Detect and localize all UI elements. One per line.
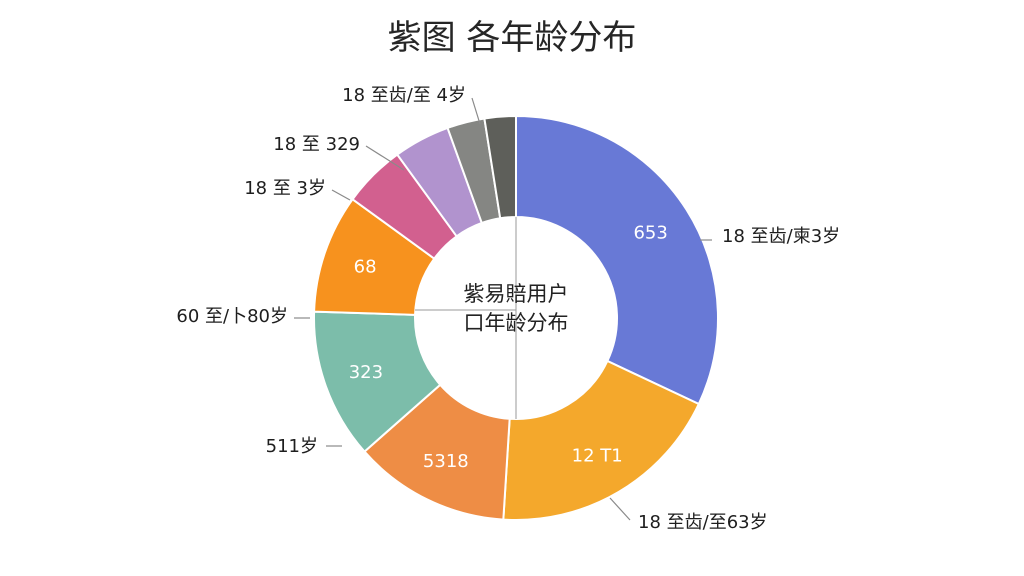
slice-category-label-4: 60 至/卜80岁	[176, 306, 288, 327]
slice-value-label-1: 653	[633, 223, 667, 244]
slice-value-label-3: 5318	[423, 451, 469, 472]
slice-value-label-4: 323	[349, 362, 383, 383]
donut-slice-1	[515, 114, 719, 406]
center-label-line-2: 口年龄分布	[464, 311, 569, 335]
chart-title: 紫图 各年龄分布	[387, 18, 637, 58]
slice-value-label-5: 68	[354, 256, 377, 277]
slice-category-label-5: 18 至 3岁	[244, 178, 326, 199]
slices-layer	[313, 114, 719, 521]
slice-category-label-8: 18 至齿/至 4岁	[342, 85, 466, 106]
leader-lines	[294, 97, 712, 521]
center-label-line-1: 紫易賠用户	[464, 282, 569, 306]
slice-value-label-2: 12 T1	[572, 445, 623, 466]
slice-category-label-2: 18 至齿/至63岁	[638, 512, 768, 533]
leader-line-8	[471, 97, 481, 125]
leader-line-5	[331, 189, 351, 201]
leader-line-2	[609, 497, 631, 521]
donut-slice-2	[502, 359, 701, 521]
slice-category-label-3: 511岁	[266, 436, 318, 457]
labels-layer: 653 18 至齿/柬3岁 12 T1 18 至齿/至63岁 5318 511岁 323 60…	[176, 85, 840, 533]
slice-category-label-6: 18 至 329	[273, 134, 360, 155]
leader-line-6	[365, 145, 405, 171]
slice-category-label-1: 18 至齿/柬3岁	[722, 226, 840, 247]
